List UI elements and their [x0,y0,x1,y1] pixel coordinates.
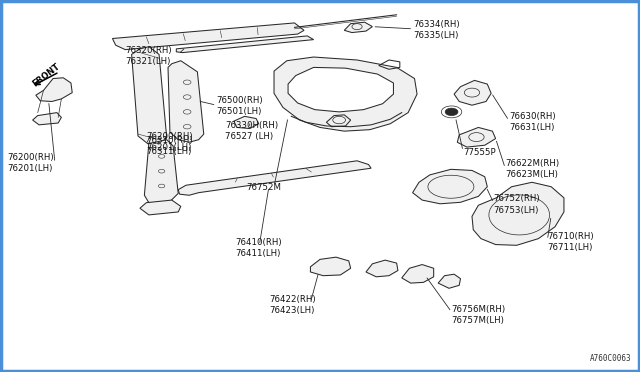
Polygon shape [472,182,564,245]
Polygon shape [413,169,487,204]
Text: 76622M(RH)
76623M(LH): 76622M(RH) 76623M(LH) [505,159,559,179]
Text: 76630(RH)
76631(LH): 76630(RH) 76631(LH) [509,112,556,132]
Text: FRONT: FRONT [31,61,62,88]
Polygon shape [132,46,167,145]
Polygon shape [454,80,491,105]
Text: 76330H(RH)
76527 (LH): 76330H(RH) 76527 (LH) [225,121,278,141]
Polygon shape [458,128,495,147]
Text: A760C0063: A760C0063 [590,354,632,363]
Text: 76410(RH)
76411(LH): 76410(RH) 76411(LH) [236,238,282,258]
Text: 76310(RH)
76311(LH): 76310(RH) 76311(LH) [147,136,193,156]
Polygon shape [366,260,398,277]
Circle shape [445,108,458,116]
Polygon shape [178,161,371,195]
Text: 77555P: 77555P [463,148,495,157]
Polygon shape [176,36,314,52]
Text: 76200(RH)
76201(LH): 76200(RH) 76201(LH) [147,132,193,152]
Text: 76320(RH)
76321(LH): 76320(RH) 76321(LH) [125,46,172,66]
Polygon shape [402,264,434,283]
Polygon shape [438,274,461,288]
Polygon shape [145,140,178,205]
Text: 76756M(RH)
76757M(LH): 76756M(RH) 76757M(LH) [452,305,506,325]
Text: 76200(RH)
76201(LH): 76200(RH) 76201(LH) [7,153,54,173]
Text: 76334(RH)
76335(LH): 76334(RH) 76335(LH) [413,20,460,41]
Text: 76752(RH)
76753(LH): 76752(RH) 76753(LH) [493,195,540,215]
Text: 76710(RH)
76711(LH): 76710(RH) 76711(LH) [547,232,594,252]
Polygon shape [168,61,204,142]
Text: 76500(RH)
76501(LH): 76500(RH) 76501(LH) [216,96,263,116]
Polygon shape [288,67,394,112]
Polygon shape [344,22,372,33]
Polygon shape [33,113,61,125]
Polygon shape [36,78,72,102]
Text: 76422(RH)
76423(LH): 76422(RH) 76423(LH) [269,295,316,315]
Polygon shape [274,57,417,131]
Text: 76752M: 76752M [246,183,281,192]
Polygon shape [310,257,351,276]
Polygon shape [140,200,180,215]
Polygon shape [234,116,259,129]
Polygon shape [113,23,304,49]
